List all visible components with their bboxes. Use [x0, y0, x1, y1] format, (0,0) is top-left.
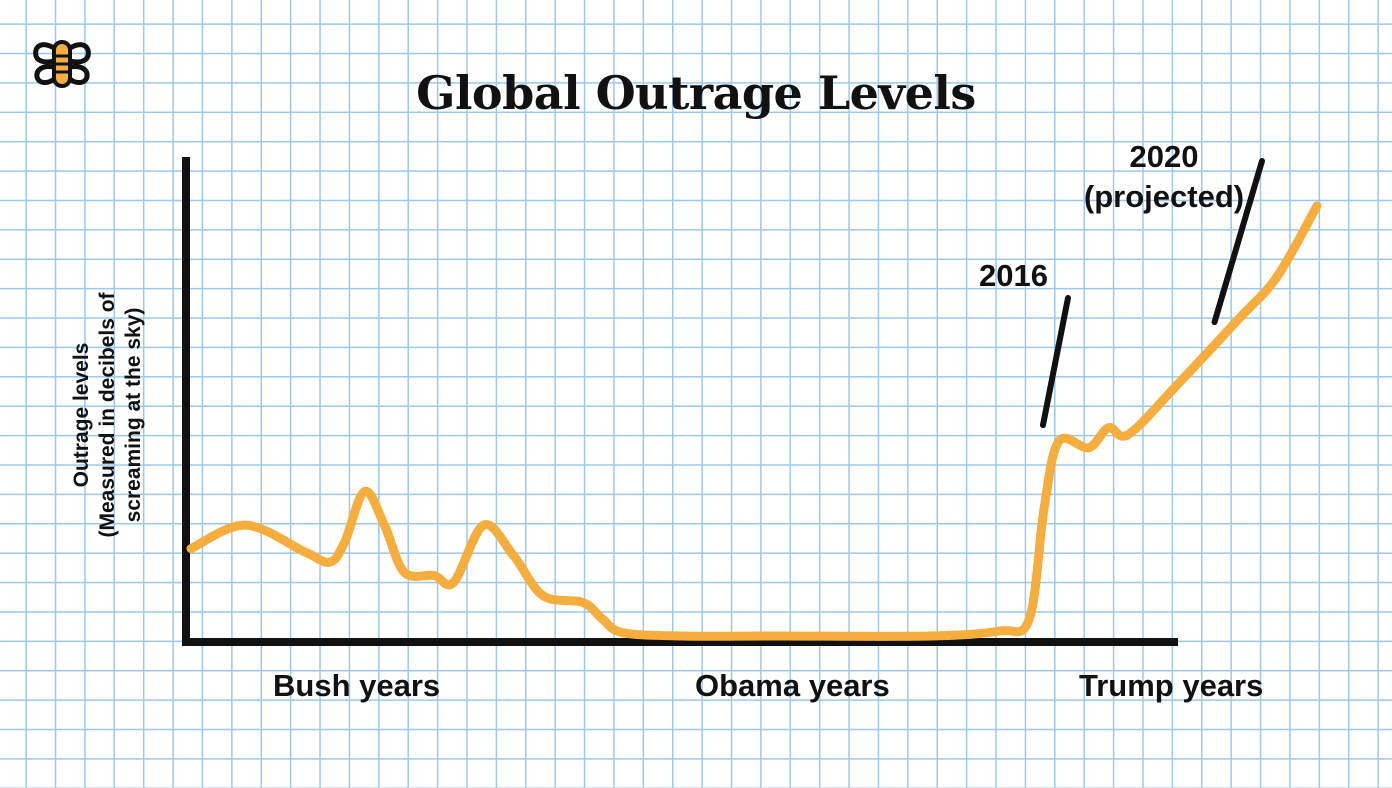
annotation-2016: 2016	[979, 258, 1048, 293]
y-axis-label: Outrage levels (Measured in decibels of …	[69, 265, 147, 565]
annotation-2020-leader-line	[1211, 158, 1265, 326]
y-axis-label-line-2: (Measured in decibels of	[96, 292, 119, 538]
category-label-trump: Trump years	[1079, 668, 1264, 703]
annotation-2020-projected: 2020 (projected)	[1076, 137, 1252, 217]
y-axis-label-line-3: screaming at the sky)	[122, 307, 145, 523]
annotation-2020-year: 2020	[1129, 139, 1199, 174]
y-axis-label-line-1: Outrage levels	[70, 342, 93, 488]
outrage-series-line	[186, 201, 1322, 641]
category-label-bush: Bush years	[273, 668, 441, 703]
category-label-obama: Obama years	[695, 668, 890, 703]
chart-title: Global Outrage Levels	[416, 66, 976, 120]
annotation-2020-note: (projected)	[1083, 179, 1245, 214]
annotation-2016-leader-line	[1039, 295, 1071, 429]
bee-logo-icon	[33, 40, 91, 88]
